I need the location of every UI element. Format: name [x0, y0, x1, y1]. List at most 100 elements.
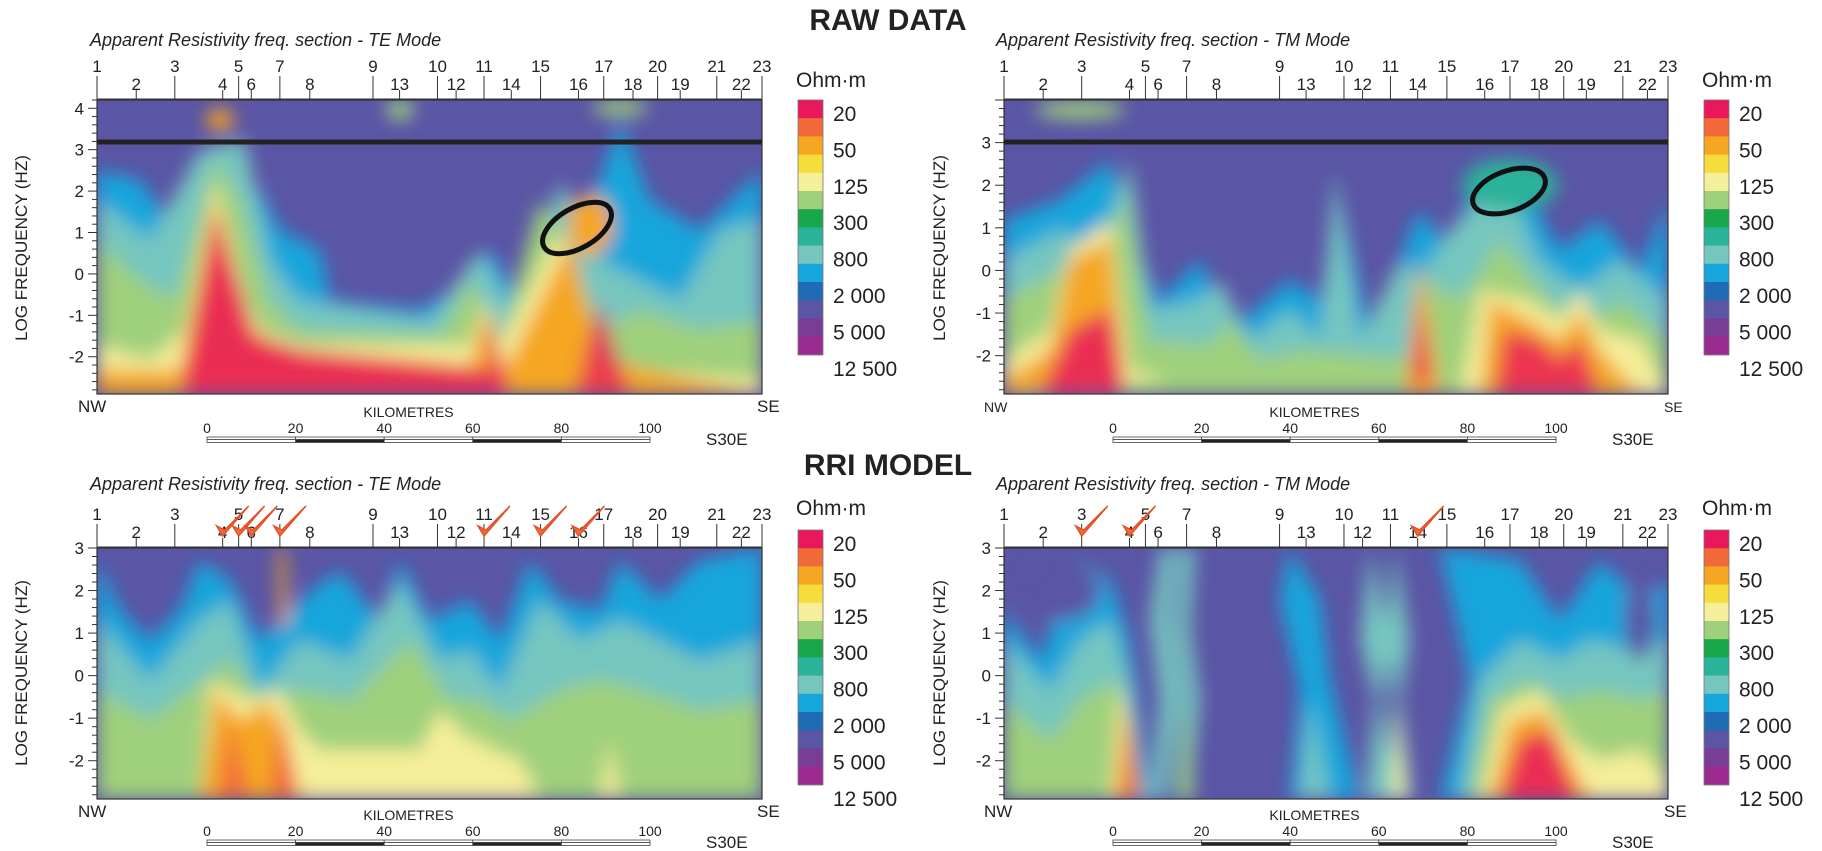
legend-swatch — [1704, 336, 1729, 356]
se-label: SE — [757, 397, 780, 416]
station-label: 12 — [447, 75, 466, 94]
nw-label: NW — [984, 802, 1012, 821]
direction-label: S30E — [706, 430, 748, 449]
direction-label: S30E — [1612, 833, 1654, 851]
station-label: 13 — [1297, 75, 1316, 94]
color-legend: Ohm·m 20 50 125 300 800 2 000 5 000 12 500 — [1702, 497, 1803, 811]
legend-swatch — [798, 712, 823, 731]
y-axis-label: LOG FREQUENCY (HZ) — [12, 155, 31, 341]
checkmark-icon — [214, 505, 250, 538]
legend-swatch — [1704, 227, 1729, 247]
checkmark-icon — [1073, 505, 1109, 538]
station-label: 14 — [502, 523, 521, 542]
station-label: 18 — [624, 523, 643, 542]
legend-swatch — [1704, 263, 1729, 283]
legend-label: 12 500 — [1739, 788, 1803, 811]
station-label: 5 — [1141, 57, 1150, 76]
legend-swatch — [798, 566, 823, 586]
legend-label: 800 — [1739, 679, 1774, 702]
station-label: 13 — [1297, 523, 1316, 542]
station-label: 19 — [671, 75, 690, 94]
legend-swatch — [1704, 748, 1729, 768]
station-label: 9 — [368, 57, 377, 76]
station-label: 4 — [218, 75, 227, 94]
station-label: 20 — [648, 57, 667, 76]
legend-label: 125 — [1739, 176, 1774, 199]
station-label: 7 — [1182, 505, 1191, 524]
legend-swatch — [1704, 154, 1729, 174]
y-axis-label: LOG FREQUENCY (HZ) — [930, 580, 949, 766]
y-tick-label: 3 — [75, 539, 84, 558]
scale-tick-label: 60 — [1371, 823, 1387, 839]
station-label: 10 — [1335, 57, 1354, 76]
y-tick-label: -2 — [976, 347, 991, 366]
y-tick-label: 2 — [75, 582, 84, 601]
station-label: 12 — [1353, 523, 1372, 542]
scale-bar-label: KILOMETRES — [363, 807, 453, 823]
highlight-ellipse — [540, 199, 614, 257]
legend-swatch — [1704, 602, 1729, 622]
legend-swatch — [1704, 675, 1729, 695]
raw-data-heading: RAW DATA — [809, 4, 966, 37]
y-tick-label: 2 — [982, 582, 991, 601]
legend-swatch — [1704, 712, 1729, 731]
scale-tick-label: 60 — [465, 823, 481, 839]
legend-label: 300 — [1739, 212, 1774, 235]
station-label: 16 — [1475, 75, 1494, 94]
station-label: 21 — [707, 505, 726, 524]
station-label: 20 — [1554, 57, 1573, 76]
color-legend: Ohm·m 20 50 125 300 800 2 000 5 000 12 500 — [1702, 69, 1803, 381]
station-label: 6 — [1153, 523, 1162, 542]
scale-tick-label: 60 — [1371, 420, 1387, 436]
y-axis-label: LOG FREQUENCY (HZ) — [930, 155, 949, 341]
legend-label: 800 — [833, 249, 868, 272]
color-legend: Ohm·m 20 50 125 300 800 2 000 5 000 12 500 — [796, 69, 897, 381]
station-label: 5 — [1141, 505, 1150, 524]
scale-bar-label: KILOMETRES — [363, 404, 453, 420]
scale-tick-label: 80 — [1460, 420, 1476, 436]
legend-label: 2 000 — [1739, 715, 1792, 738]
legend-label: 50 — [1739, 139, 1762, 162]
station-label: 17 — [1501, 505, 1520, 524]
legend-swatch — [798, 154, 823, 174]
color-legend: Ohm·m 20 50 125 300 800 2 000 5 000 12 500 — [796, 497, 897, 811]
scale-bar: KILOMETRES 0 20 40 60 80 100 S30E — [1109, 807, 1653, 851]
legend-label: 20 — [1739, 103, 1762, 126]
legend-swatch — [1704, 766, 1729, 786]
legend-swatch — [798, 318, 823, 338]
station-label: 9 — [368, 505, 377, 524]
station-label: 10 — [1335, 505, 1354, 524]
y-tick-label: 3 — [982, 134, 991, 153]
legend-swatch — [1704, 318, 1729, 338]
y-tick-label: 2 — [982, 176, 991, 195]
highlight-ellipse — [1470, 165, 1548, 217]
scale-tick-label: 80 — [1460, 823, 1476, 839]
legend-swatch — [798, 282, 823, 301]
legend-label: 5 000 — [1739, 751, 1792, 774]
legend-swatch — [1704, 100, 1729, 119]
legend-label: 50 — [833, 139, 856, 162]
heatmap-field — [1004, 100, 1668, 394]
legend-swatch — [1704, 300, 1729, 319]
station-label: 3 — [170, 57, 179, 76]
station-label: 15 — [531, 505, 550, 524]
legend-label: 12 500 — [1739, 358, 1803, 381]
station-label: 6 — [1153, 75, 1162, 94]
station-label: 21 — [1613, 57, 1632, 76]
station-label: 15 — [1437, 505, 1456, 524]
raw-tm-panel: Apparent Resistivity freq. section - TM … — [930, 30, 1683, 415]
legend-label: 5 000 — [1739, 321, 1792, 344]
legend-swatch — [798, 657, 823, 677]
station-label: 5 — [234, 505, 243, 524]
scale-tick-label: 0 — [203, 420, 211, 436]
legend-swatch — [798, 584, 823, 604]
scale-tick-label: 0 — [203, 823, 211, 839]
scale-bar: KILOMETRES 0 20 40 60 80 100 S30E — [203, 807, 747, 851]
direction-label: S30E — [1612, 430, 1654, 449]
station-label: 10 — [428, 57, 447, 76]
legend-label: 2 000 — [1739, 285, 1792, 308]
y-tick-label: 0 — [75, 265, 84, 284]
station-label: 3 — [170, 505, 179, 524]
